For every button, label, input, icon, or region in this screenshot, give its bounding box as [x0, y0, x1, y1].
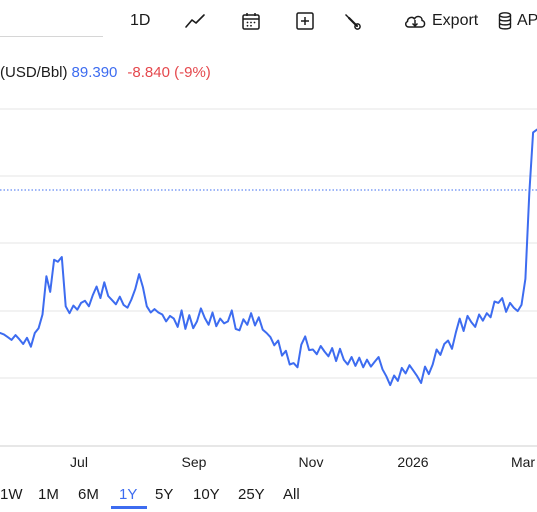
range-button-all[interactable]: All: [283, 486, 300, 503]
chart-toolbar: 1D: [0, 0, 537, 42]
active-range-underline: [111, 506, 147, 509]
calendar-icon: [242, 13, 260, 30]
interval-label: 1D: [130, 12, 151, 29]
chart-type-button[interactable]: [184, 10, 206, 32]
range-button-5y[interactable]: 5Y: [155, 486, 174, 503]
range-selector: 1W 1M 6M 1Y 5Y 10Y 25Y All: [0, 476, 537, 512]
price-change: -8.840 (-9%): [127, 64, 211, 81]
price-chart[interactable]: Jul Sep Nov 2026 Mar: [0, 0, 537, 476]
price-unit: (USD/Bbl): [0, 64, 68, 81]
x-tick-label: Jul: [70, 454, 88, 470]
settings-button[interactable]: [342, 10, 362, 32]
api-button[interactable]: AP: [498, 10, 537, 32]
cloud-download-icon: [404, 15, 426, 28]
x-tick-label: 2026: [397, 454, 428, 470]
x-tick-label: Mar: [511, 454, 535, 470]
range-button-10y[interactable]: 10Y: [193, 486, 220, 503]
price-value: 89.390: [71, 64, 118, 81]
price-series-line: [0, 128, 537, 387]
range-button-1w[interactable]: 1W: [0, 486, 23, 503]
range-button-1m[interactable]: 1M: [38, 486, 59, 503]
line-chart-icon: [185, 14, 205, 28]
quote-line: (USD/Bbl) 89.390 -8.840 (-9%): [0, 64, 211, 81]
search-underline: [0, 36, 103, 37]
database-icon: [498, 12, 512, 30]
calendar-button[interactable]: [241, 10, 261, 32]
plus-box-icon: [296, 12, 314, 30]
api-label: AP: [517, 12, 537, 29]
compare-button[interactable]: [295, 10, 315, 32]
export-label: Export: [432, 12, 479, 29]
x-tick-label: Nov: [299, 454, 324, 470]
interval-button[interactable]: 1D: [130, 10, 150, 32]
range-button-25y[interactable]: 25Y: [238, 486, 265, 503]
range-button-6m[interactable]: 6M: [78, 486, 99, 503]
x-tick-label: Sep: [182, 454, 207, 470]
wrench-icon: [345, 14, 361, 30]
export-button[interactable]: Export: [403, 10, 478, 32]
range-button-1y[interactable]: 1Y: [119, 486, 138, 503]
